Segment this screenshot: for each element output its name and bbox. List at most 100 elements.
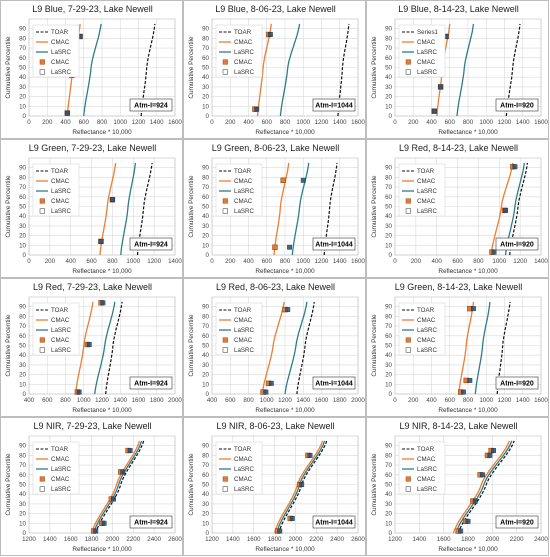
legend-label: CMAC (234, 178, 253, 185)
plot-frame (394, 18, 542, 117)
x-tick-label: 600 (445, 397, 456, 404)
y-tick-label: 20 (202, 233, 209, 240)
legend-label: LaSRC (51, 188, 71, 195)
legend-label: CMAC (51, 337, 70, 344)
legend-marker-cmac (39, 476, 45, 482)
y-tick-label: 90 (385, 443, 392, 450)
y-tick-label: 30 (202, 501, 209, 508)
legend-label: CMAC (234, 456, 253, 463)
legend-label: TOAR (51, 307, 69, 314)
y-tick-label: 20 (202, 372, 209, 379)
y-tick-label: 60 (202, 333, 209, 340)
legend-label: CMAC (51, 198, 70, 205)
legend-marker-cmac (222, 337, 228, 343)
y-tick-label: 40 (202, 213, 209, 220)
y-tick-label: 70 (19, 45, 26, 52)
x-tick-label: 400 (66, 258, 77, 265)
plot-frame (211, 157, 359, 256)
series-line-lasrc (284, 301, 308, 395)
legend-box (398, 441, 446, 495)
chart-title: L9 NIR, 8-06-23, Lake Newell (216, 421, 334, 431)
y-tick-label: 20 (202, 511, 209, 518)
chart-panel: L9 NIR, 8-14-23, Lake Newell 1200 1400 1600… (366, 417, 549, 556)
x-tick-label: 400 (243, 119, 254, 126)
y-tick-label: 90 (202, 443, 209, 450)
series-line-lasrc (456, 23, 475, 117)
atm-label-box (129, 237, 173, 251)
x-tick-label: 2400 (147, 536, 161, 543)
lasrc-marker (300, 177, 306, 183)
y-tick-label: 70 (19, 323, 26, 330)
x-tick-label: 400 (243, 258, 254, 265)
series-line-cmac (452, 440, 510, 534)
atm-label: Atm-I=924 (134, 381, 168, 388)
y-axis-label: Cumulative Percentile (371, 175, 378, 238)
lasrc-marker (285, 307, 291, 313)
y-tick-label: 70 (385, 323, 392, 330)
x-tick-label: 400 (24, 397, 35, 404)
atm-label-box (312, 376, 356, 390)
legend-label: LaSRC (51, 69, 71, 76)
legend-marker-lasrc (405, 208, 411, 214)
y-tick-label: 90 (202, 26, 209, 33)
y-tick-label: 40 (202, 491, 209, 498)
y-tick-label: 10 (385, 242, 392, 249)
y-tick-label: 70 (202, 45, 209, 52)
y-tick-label: 80 (385, 313, 392, 320)
x-tick-label: 1600 (315, 397, 329, 404)
legend-label: CMAC (51, 39, 70, 46)
legend-label: LaSRC (234, 69, 254, 76)
series-line-cmac (261, 301, 285, 395)
x-tick-label: 800 (243, 397, 254, 404)
y-tick-label: 40 (385, 491, 392, 498)
y-tick-label: 50 (385, 65, 392, 72)
legend-label: LaSRC (417, 327, 437, 334)
y-tick-label: 10 (202, 381, 209, 388)
y-tick-label: 40 (19, 74, 26, 81)
x-tick-label: 800 (97, 119, 108, 126)
x-tick-label: 800 (280, 258, 291, 265)
x-tick-label: 800 (473, 258, 484, 265)
y-tick-label: 0 (389, 530, 393, 537)
y-tick-label: 20 (202, 94, 209, 101)
series-line-cmac (256, 23, 272, 117)
legend-marker-cmac (222, 59, 228, 65)
legend-label: LaSRC (417, 347, 437, 354)
x-tick-label: 2000 (485, 536, 499, 543)
y-tick-label: 80 (385, 452, 392, 459)
legend-marker-cmac (405, 476, 411, 482)
y-tick-label: 80 (202, 174, 209, 181)
legend-label: CMAC (417, 456, 436, 463)
x-axis-label: Reflectance * 10,000 (72, 268, 132, 275)
x-tick-label: 0 (27, 119, 31, 126)
legend-label: LaSRC (417, 49, 437, 56)
series-line-lasrc (474, 301, 491, 395)
y-tick-label: 50 (385, 204, 392, 211)
x-tick-label: 1400 (516, 119, 530, 126)
y-axis-label: Cumulative Percentile (5, 453, 12, 516)
atm-label-box (495, 98, 539, 112)
y-tick-label: 10 (385, 520, 392, 527)
atm-label: Atm-I=920 (500, 381, 534, 388)
legend-label: CMAC (234, 476, 253, 483)
x-tick-label: 1400 (534, 258, 548, 265)
x-tick-label: 2600 (168, 536, 182, 543)
y-tick-label: 10 (202, 242, 209, 249)
legend-box (398, 24, 446, 78)
legend-label: CMAC (234, 59, 253, 66)
y-tick-label: 30 (19, 84, 26, 91)
legend-label: LaSRC (234, 347, 254, 354)
y-tick-label: 10 (385, 103, 392, 110)
legend-label: LaSRC (234, 188, 254, 195)
y-axis-label: Cumulative Percentile (188, 314, 195, 377)
x-tick-label: 1600 (534, 119, 548, 126)
chart-title: L9 NIR, 8-14-23, Lake Newell (399, 421, 517, 431)
legend-label: CMAC (234, 317, 253, 324)
y-tick-label: 10 (202, 520, 209, 527)
x-tick-label: 1400 (226, 536, 240, 543)
y-tick-label: 80 (19, 452, 26, 459)
legend-label: CMAC (51, 59, 70, 66)
x-tick-label: 800 (280, 119, 291, 126)
